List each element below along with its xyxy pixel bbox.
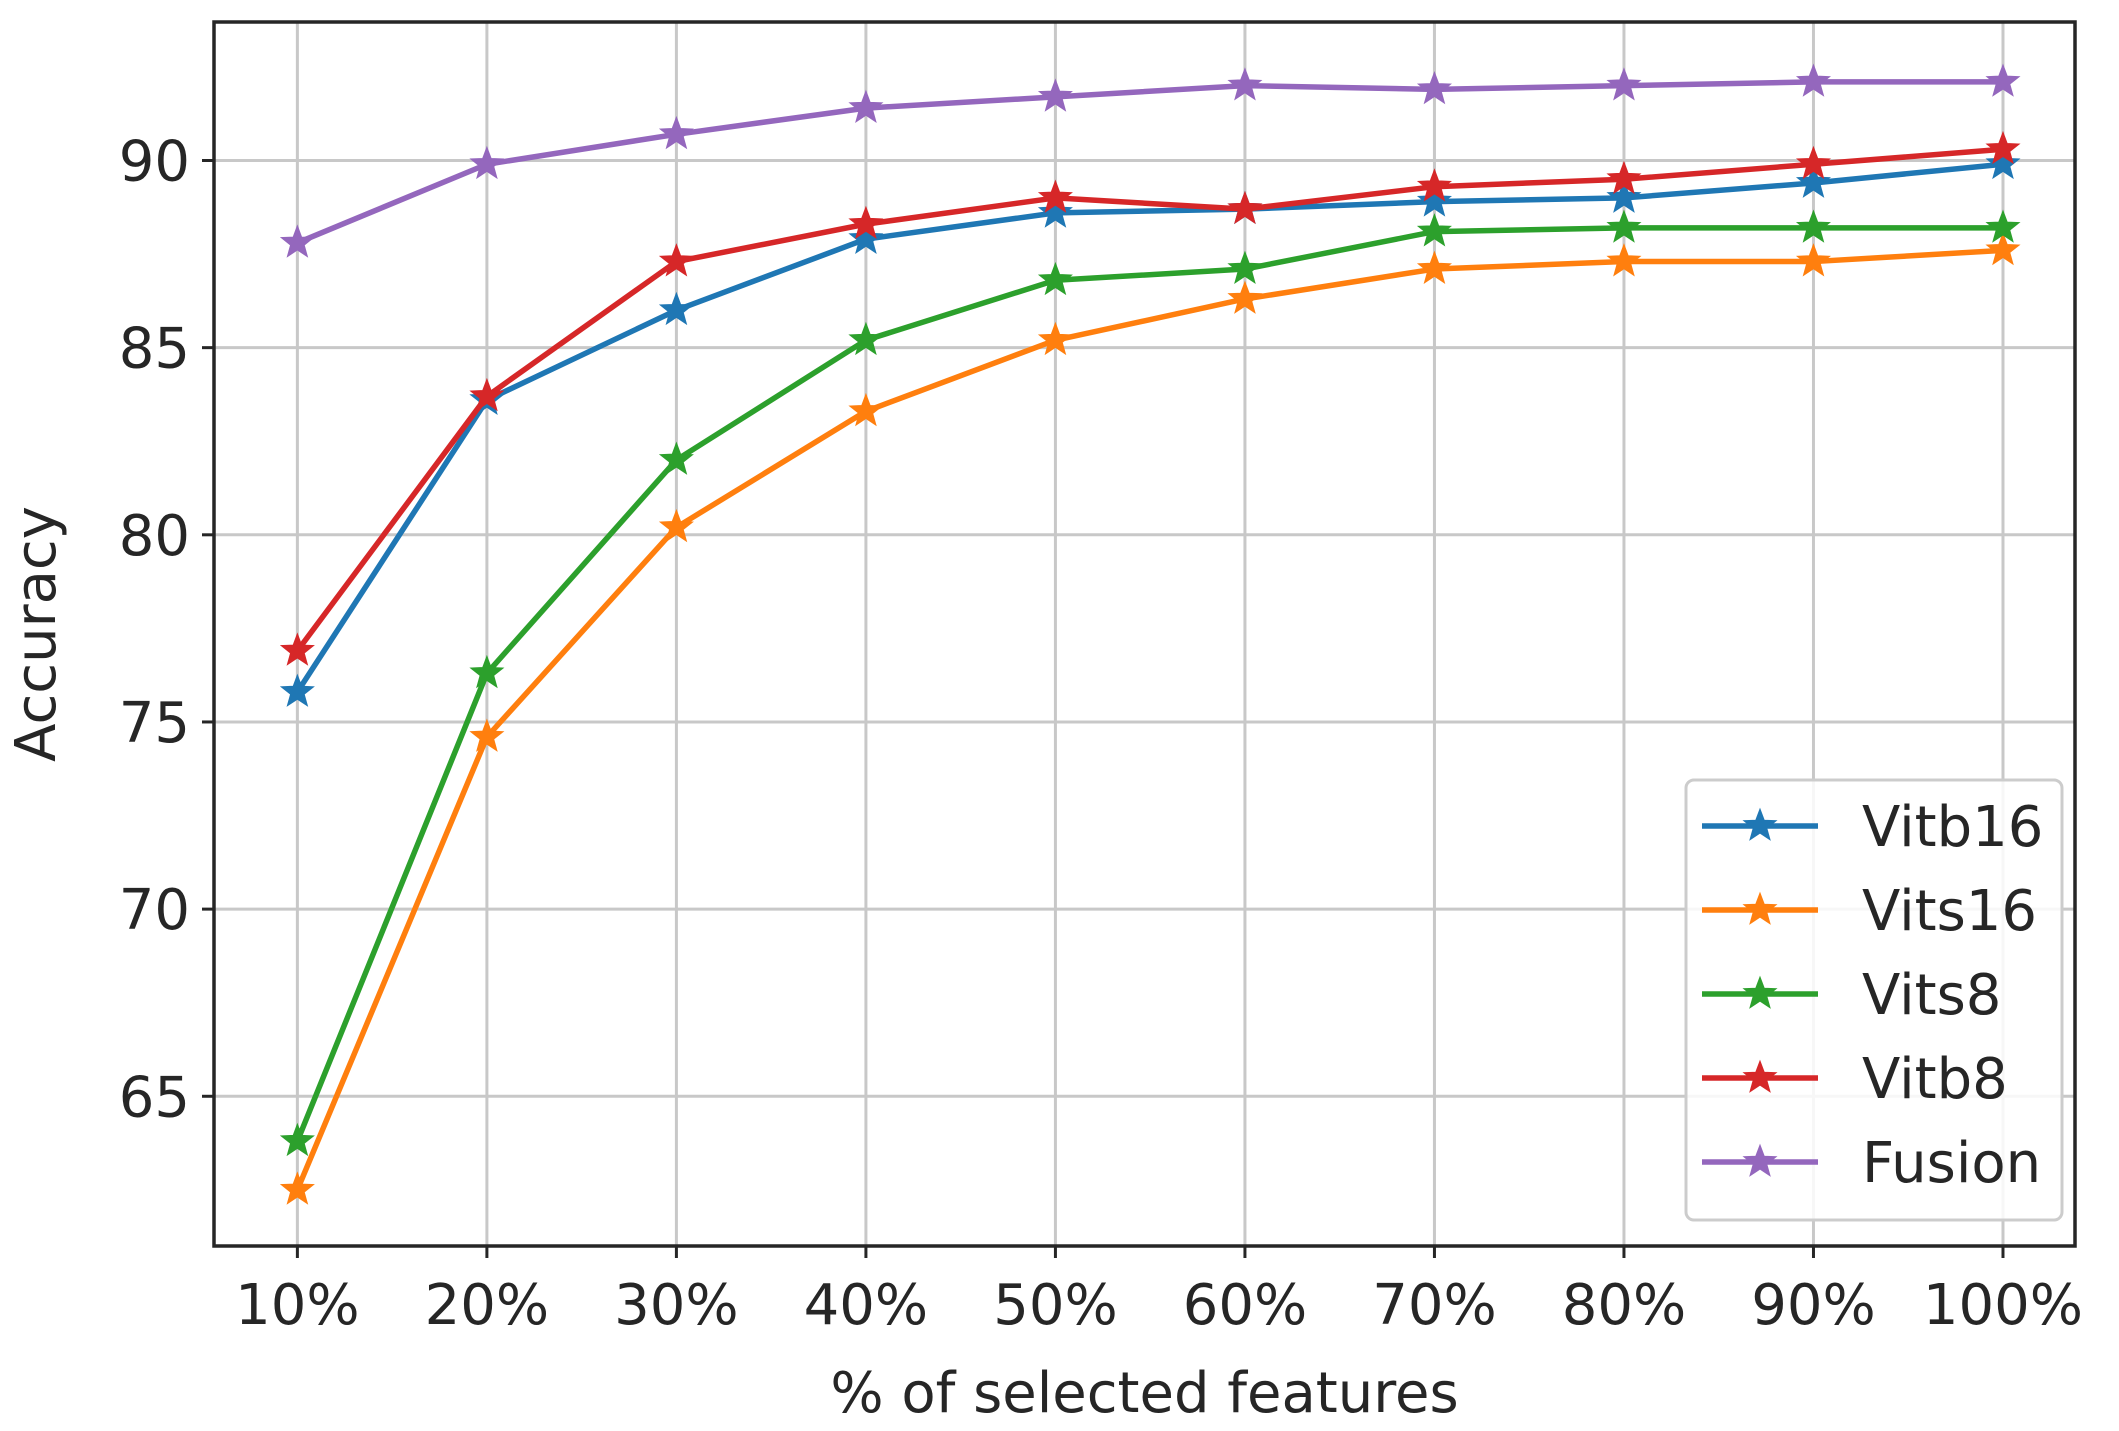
data-point-marker xyxy=(279,632,315,666)
x-tick-label: 70% xyxy=(1372,1273,1496,1338)
legend-entry: Vits16 xyxy=(1702,879,2037,944)
data-point-marker xyxy=(1037,179,1073,213)
data-point-marker xyxy=(1606,243,1642,277)
data-point-marker xyxy=(1795,164,1831,198)
y-tick-label: 80 xyxy=(119,504,190,569)
series-fusion xyxy=(279,63,2021,258)
x-tick-label: 80% xyxy=(1562,1273,1686,1338)
x-tick-label: 10% xyxy=(235,1273,359,1338)
data-point-marker xyxy=(1227,190,1263,225)
grid xyxy=(214,22,2075,1246)
data-point-marker xyxy=(1606,160,1642,195)
series-line-vits8 xyxy=(294,225,2006,1144)
legend-entry: Vits8 xyxy=(1702,963,2001,1028)
legend-marker xyxy=(1742,975,1778,1009)
series-line-vitb8 xyxy=(294,146,2006,654)
data-point-marker xyxy=(1795,243,1831,277)
legend-marker xyxy=(1742,1059,1778,1093)
legend-label: Vits16 xyxy=(1862,879,2037,944)
data-point-marker xyxy=(848,205,884,240)
series-vits16 xyxy=(279,231,2021,1205)
data-point-marker xyxy=(848,89,884,124)
data-point-marker xyxy=(469,377,505,412)
legend-label: Fusion xyxy=(1862,1131,2041,1196)
data-point-marker xyxy=(1795,145,1831,180)
data-point-marker xyxy=(1037,321,1073,356)
data-point-marker xyxy=(848,220,884,255)
data-point-marker xyxy=(469,718,505,752)
series-group xyxy=(279,63,2021,1205)
data-point-marker xyxy=(848,321,884,356)
series-line-fusion xyxy=(294,79,2006,246)
data-point-marker xyxy=(658,441,694,475)
data-point-marker xyxy=(1416,168,1452,202)
data-point-marker xyxy=(1606,179,1642,213)
data-point-marker xyxy=(1227,67,1263,101)
data-point-marker xyxy=(1227,280,1263,314)
data-point-marker xyxy=(658,291,694,326)
x-tick-label: 60% xyxy=(1183,1273,1307,1338)
data-point-marker xyxy=(658,243,694,277)
legend-entry: Vitb16 xyxy=(1702,795,2043,860)
legend-entry: Vitb8 xyxy=(1702,1047,2008,1112)
data-point-marker xyxy=(1985,145,2021,180)
data-point-marker xyxy=(1985,209,2021,243)
data-point-marker xyxy=(658,508,694,543)
plot-frame xyxy=(212,20,2077,1248)
y-tick-label: 90 xyxy=(119,129,190,194)
legend-entry: Fusion xyxy=(1702,1131,2041,1196)
axis-ticks: 10% 20% 30% 40% 50% 60% 70% 80% 90% 100% 65 70 75 80 8… xyxy=(119,129,2083,1338)
y-tick-label: 85 xyxy=(119,317,190,382)
x-tick-label: 20% xyxy=(425,1273,549,1338)
x-tick-label: 90% xyxy=(1751,1273,1875,1338)
series-vits8 xyxy=(279,209,2021,1157)
data-point-marker xyxy=(1416,250,1452,284)
data-point-marker xyxy=(1606,209,1642,243)
data-point-marker xyxy=(1416,70,1452,105)
data-point-marker xyxy=(1985,63,2021,97)
data-point-marker xyxy=(1416,183,1452,217)
legend-label: Vits8 xyxy=(1862,963,2001,1028)
data-point-marker xyxy=(848,392,884,427)
x-tick-label: 100% xyxy=(1923,1273,2083,1338)
data-point-marker xyxy=(1416,213,1452,247)
x-axis-label: % of selected features xyxy=(830,1361,1458,1426)
x-tick-label: 50% xyxy=(993,1273,1117,1338)
data-point-marker xyxy=(1037,78,1073,112)
data-point-marker xyxy=(279,1122,315,1157)
data-point-marker xyxy=(279,673,315,707)
legend: Vitb16 Vits16 Vits8 Vitb8 Fusion xyxy=(1684,778,2064,1222)
data-point-marker xyxy=(1037,194,1073,228)
data-point-marker xyxy=(469,145,505,180)
data-point-marker xyxy=(1985,231,2021,266)
legend-label: Vitb8 xyxy=(1862,1047,2008,1112)
data-point-marker xyxy=(1795,209,1831,243)
x-tick-label: 40% xyxy=(804,1273,928,1338)
series-line-vits16 xyxy=(294,247,2006,1193)
legend-marker xyxy=(1742,807,1778,841)
series-vitb8 xyxy=(279,130,2021,666)
data-point-marker xyxy=(1227,250,1263,284)
data-point-marker xyxy=(279,224,315,258)
data-point-marker xyxy=(1795,63,1831,97)
y-tick-label: 75 xyxy=(119,691,190,756)
series-vitb16 xyxy=(279,145,2021,707)
data-point-marker xyxy=(279,1171,315,1205)
x-tick-label: 30% xyxy=(614,1273,738,1338)
legend-box xyxy=(1684,778,2064,1222)
data-point-marker xyxy=(1037,261,1073,296)
y-axis-label: Accuracy xyxy=(4,506,69,762)
legend-label: Vitb16 xyxy=(1862,795,2043,860)
data-point-marker xyxy=(469,654,505,689)
data-point-marker xyxy=(1606,67,1642,101)
data-point-marker xyxy=(1985,130,2021,165)
legend-marker xyxy=(1742,891,1778,925)
y-tick-label: 65 xyxy=(119,1065,190,1130)
series-line-vitb16 xyxy=(294,161,2006,695)
y-tick-label: 70 xyxy=(119,878,190,943)
legend-marker xyxy=(1742,1143,1778,1177)
data-point-marker xyxy=(658,115,694,150)
